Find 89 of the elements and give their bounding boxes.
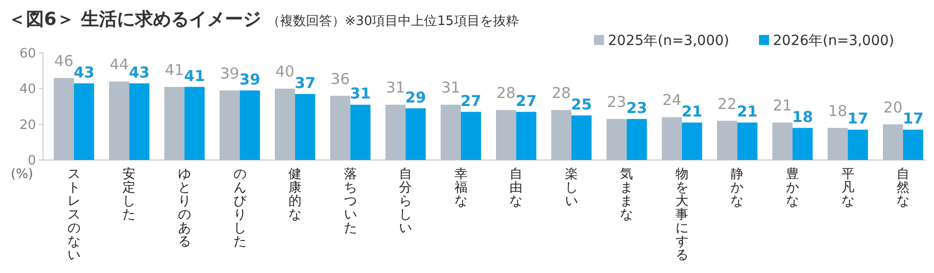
bar: [109, 82, 130, 160]
bar: [460, 112, 482, 160]
x-tick-label: 豊かな: [786, 167, 800, 209]
data-label: 25: [571, 95, 592, 114]
chart-title: ＜図6＞ 生活に求めるイメージ: [8, 9, 261, 30]
x-tick-label: 気ままな: [620, 167, 634, 222]
data-label: 22: [718, 94, 737, 113]
x-tick-label: 自然な: [896, 167, 910, 209]
x-tick-label: 自由な: [510, 167, 523, 209]
data-label: 21: [682, 102, 702, 121]
y-tick-label: 20: [19, 118, 36, 133]
data-label: 44: [110, 56, 129, 74]
data-label: 24: [662, 91, 682, 110]
data-label: 18: [792, 108, 814, 126]
x-tick-label: のんびりした: [233, 167, 248, 250]
bar: [772, 122, 793, 160]
data-label: 43: [128, 63, 150, 82]
x-tick-label: 平凡な: [841, 167, 854, 209]
legend-label: 2026年(n=3,000): [773, 33, 894, 49]
data-label: 39: [239, 70, 260, 88]
bar: [385, 104, 406, 160]
data-label: 27: [516, 92, 537, 110]
data-label: 41: [184, 66, 206, 85]
data-label: 31: [386, 78, 406, 97]
data-label: 40: [275, 62, 294, 81]
data-label: 46: [54, 52, 74, 70]
x-tick-label: 楽しい: [564, 167, 578, 209]
data-label: 23: [607, 92, 626, 111]
data-label: 36: [330, 70, 350, 88]
bar: [626, 118, 647, 160]
data-label: 37: [294, 74, 316, 92]
bar: [274, 88, 296, 160]
x-tick-label: 自分らしい: [399, 167, 412, 236]
bar: [792, 128, 813, 160]
bar: [54, 78, 74, 160]
bar: [903, 130, 924, 160]
bar: [220, 90, 240, 160]
y-tick-label: 60: [19, 46, 36, 62]
x-tick-label: 物を大事にする: [675, 167, 688, 263]
x-tick-label: 落ちついた: [344, 167, 357, 236]
bar: [571, 115, 592, 160]
bar: [440, 104, 461, 160]
x-tick-label: 安定した: [122, 166, 136, 222]
bar: [516, 112, 536, 160]
data-label: 21: [772, 96, 792, 115]
bar: [848, 130, 868, 160]
bar: [295, 94, 316, 160]
x-tick-label: ゆとりのある: [178, 167, 191, 250]
bar: [406, 108, 426, 160]
y-tick-label: 0: [28, 154, 36, 169]
data-label: 41: [164, 60, 184, 79]
bar: [496, 110, 516, 160]
data-label: 29: [405, 88, 426, 106]
x-tick-label: ストレスのない: [67, 167, 80, 263]
bar: [882, 124, 904, 160]
bar: [240, 90, 260, 160]
data-label: 21: [736, 102, 758, 121]
y-axis-title: (%): [10, 167, 34, 182]
legend-label: 2025年(n=3,000): [608, 33, 730, 49]
data-label: 17: [847, 110, 868, 128]
bar: [74, 83, 94, 160]
bar: [717, 120, 738, 160]
bar: [682, 122, 702, 160]
x-tick-label: 健康的な: [288, 167, 302, 222]
data-label: 39: [220, 64, 240, 82]
data-label: 43: [74, 63, 94, 82]
bar: [662, 117, 682, 160]
x-tick-label: 静かな: [730, 167, 744, 209]
data-label: 31: [350, 84, 371, 103]
bar: [551, 110, 572, 160]
bar: [184, 86, 205, 160]
bar: [129, 83, 150, 160]
bar: [828, 128, 848, 160]
bar: [164, 86, 184, 160]
bar: [330, 96, 350, 160]
bar: [350, 104, 370, 160]
data-label: 23: [626, 98, 648, 117]
data-label: 27: [460, 92, 482, 110]
data-label: 28: [552, 84, 571, 102]
data-label: 20: [883, 98, 903, 116]
chart-subtitle: （複数回答）※30項目中上位15項目を抜粋: [266, 14, 519, 29]
y-tick-label: 40: [19, 82, 36, 98]
data-label: 31: [441, 78, 460, 97]
data-label: 28: [496, 84, 516, 102]
bar: [737, 122, 758, 160]
data-label: 17: [902, 110, 924, 128]
x-tick-label: 幸福な: [454, 167, 468, 209]
bar: [606, 118, 627, 160]
data-label: 18: [828, 102, 848, 120]
